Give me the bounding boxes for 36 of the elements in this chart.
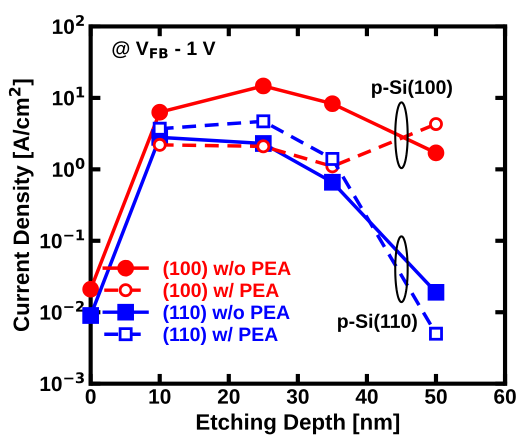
y-tick-label: 10$^{−3}$ (40, 372, 84, 392)
y-tick-label: 10$^{−2}$ (40, 300, 84, 320)
x-tick-label: 20 (218, 389, 240, 404)
legend-label: (110) w/ PEA (164, 326, 278, 346)
point (428, 284, 444, 301)
point (256, 114, 270, 128)
legend-label: (110) w/o PEA (164, 304, 290, 324)
y-tick-label: 10$^{1}$ (52, 86, 84, 106)
x-tick-label: 50 (425, 389, 447, 404)
point (428, 144, 444, 162)
point (324, 95, 341, 112)
point (152, 138, 167, 152)
point (256, 139, 270, 154)
point (429, 326, 443, 341)
y-tick-label: 10$^{2}$ (52, 15, 84, 34)
point (82, 307, 99, 324)
point (429, 117, 443, 132)
point (151, 104, 168, 121)
legend-label: (100) w/ PEA (164, 282, 279, 302)
annotation: p-Si(100) (372, 80, 452, 98)
x-axis-title: Etching Depth [nm] (196, 414, 400, 434)
x-tick-label: 30 (286, 389, 309, 404)
point (254, 78, 272, 94)
y-tick-label: 10$^{−1}$ (40, 230, 84, 248)
point (324, 174, 341, 191)
y-tick-label: 10$^{0}$ (52, 158, 84, 177)
x-tick-label: 40 (356, 389, 378, 404)
point (325, 152, 340, 166)
y-axis-title: Current Density [A/cm$^{2}$] (8, 80, 34, 332)
annotation: @ V$_{FB}$ - 1 V (112, 41, 216, 58)
x-tick-label: 60 (494, 389, 516, 404)
x-tick-label: 0 (86, 389, 96, 404)
annotation: p-Si(110) (338, 314, 417, 332)
point (82, 280, 99, 298)
legend-label: (100) w/o PEA (164, 260, 291, 280)
x-tick-label: 10 (149, 389, 170, 404)
